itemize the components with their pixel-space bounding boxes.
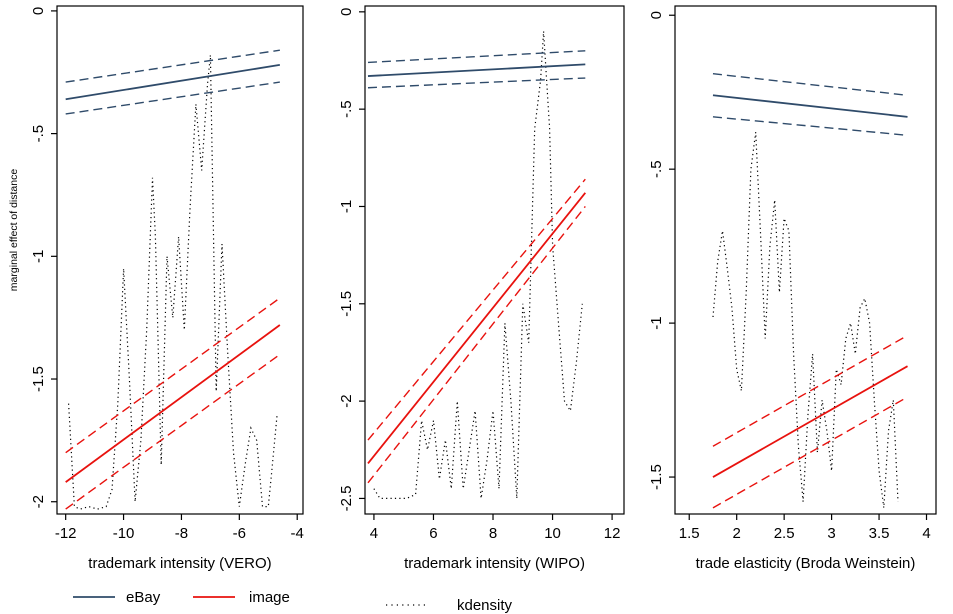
ebay-line [367, 63, 586, 77]
panel-1: -12 -10 -8 -6 -4 0 -.5 -1 -1.5 -2 trademark intens… [8, 5, 304, 572]
ebay-line [712, 94, 908, 118]
x-tick-label: 4 [922, 525, 930, 542]
y-tick-label: -1 [338, 200, 355, 213]
x-tick-label: -4 [291, 525, 304, 542]
ebay-ci-lower-line [712, 116, 908, 137]
plot-frame [674, 5, 937, 515]
image-ci-upper-line [367, 178, 586, 441]
ebay-ci-upper-line [65, 49, 280, 83]
y-tick-label: -1.5 [338, 291, 355, 317]
x-tick-label: -8 [175, 525, 188, 542]
ebay-line [65, 64, 280, 101]
legend-label-kdensity: kdensity [457, 597, 513, 614]
y-tick-label: 0 [338, 8, 355, 16]
x-tick-label: 2.5 [774, 525, 795, 542]
image-ci-upper-line [65, 297, 281, 454]
x-tick-label: 1.5 [679, 525, 700, 542]
panel-2: 4 6 8 10 12 0 -.5 -1 -1.5 -2 -2.5 trademark intensi… [338, 5, 625, 572]
y-tick-label: -.5 [30, 125, 47, 143]
image-ci-upper-line [712, 334, 908, 447]
image-line [712, 365, 908, 478]
x-axis-title: trade elasticity (Broda Weinstein) [696, 555, 916, 572]
y-tick-label: -.5 [338, 100, 355, 118]
ebay-ci-upper-line [712, 73, 908, 96]
y-tick-label: 0 [648, 11, 665, 19]
kdensity-line [712, 132, 899, 508]
x-axis-title: trademark intensity (WIPO) [404, 555, 585, 572]
y-tick-label: -2 [338, 394, 355, 407]
legend-label-image: image [249, 589, 290, 606]
x-tick-label: -12 [55, 525, 77, 542]
x-tick-label: -10 [113, 525, 135, 542]
kdensity-line [68, 55, 278, 510]
y-tick-label: -1.5 [648, 464, 665, 490]
x-tick-label: 2 [733, 525, 741, 542]
y-tick-label: -2.5 [338, 485, 355, 511]
plot-frame [56, 5, 304, 515]
y-tick-label: -1 [30, 250, 47, 263]
x-tick-label: -6 [233, 525, 246, 542]
x-tick-label: 3.5 [869, 525, 890, 542]
panel-3: 1.5 2 2.5 3 3.5 4 0 -.5 -1 -1.5 trade elasticity (… [648, 5, 937, 572]
x-tick-label: 12 [604, 525, 621, 542]
x-tick-label: 3 [827, 525, 835, 542]
ebay-ci-lower-line [367, 77, 586, 89]
legend-label-eBay: eBay [126, 589, 161, 606]
x-tick-label: 4 [370, 525, 378, 542]
y-tick-label: -2 [30, 495, 47, 508]
plot-frame [364, 5, 625, 515]
kdensity-line [373, 31, 583, 499]
y-tick-label: -.5 [648, 160, 665, 178]
x-tick-label: 6 [429, 525, 437, 542]
y-tick-label: 0 [30, 7, 47, 15]
y-axis-title: marginal effect of distance [8, 169, 20, 292]
image-line [65, 324, 281, 483]
x-axis-title: trademark intensity (VERO) [88, 555, 271, 572]
ebay-ci-upper-line [367, 50, 586, 64]
image-ci-lower-line [65, 353, 281, 510]
x-tick-label: 8 [489, 525, 497, 542]
image-ci-lower-line [712, 396, 908, 509]
y-tick-label: -1.5 [30, 366, 47, 392]
image-ci-lower-line [367, 206, 586, 484]
ebay-ci-lower-line [65, 81, 280, 115]
y-tick-label: -1 [648, 316, 665, 329]
image-line [367, 192, 587, 464]
x-tick-label: 10 [544, 525, 561, 542]
legend: eBay image kdensity [73, 589, 513, 614]
